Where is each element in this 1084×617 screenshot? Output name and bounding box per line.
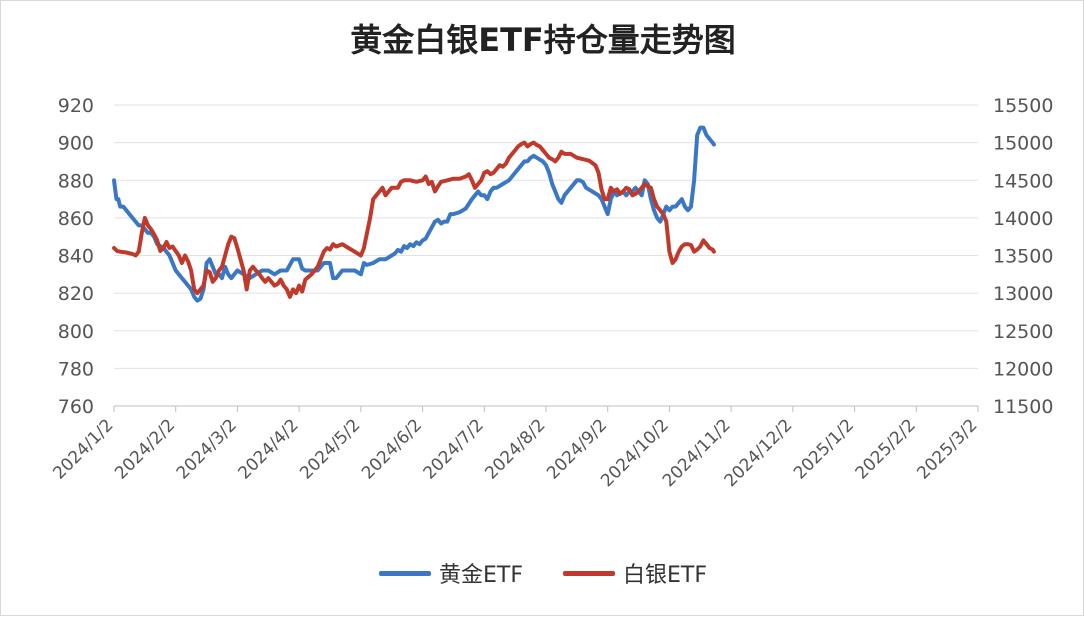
legend-label-silver: 白银ETF xyxy=(623,563,707,588)
chart-title: 黄金白银ETF持仓量走势图 xyxy=(350,21,736,59)
y-axis-right: 11500 12000 12500 13000 13500 14000 14500 15000… xyxy=(993,95,1053,418)
y-left-tick-label: 880 xyxy=(58,170,94,192)
x-tick-label: 2025/2/2 xyxy=(852,415,920,483)
y-right-tick-label: 14000 xyxy=(993,208,1053,230)
y-left-tick-label: 820 xyxy=(58,283,94,305)
series-lines xyxy=(112,125,716,303)
x-tick-label: 2024/8/2 xyxy=(481,415,549,483)
x-tick-label: 2024/6/2 xyxy=(358,415,426,483)
y-left-tick-label: 840 xyxy=(58,246,94,268)
legend-swatch-silver xyxy=(563,570,615,576)
y-right-tick-label: 14500 xyxy=(993,170,1053,192)
y-right-tick-label: 15500 xyxy=(993,95,1053,117)
x-tick-label: 2025/1/2 xyxy=(790,415,858,483)
y-right-tick-label: 13000 xyxy=(993,283,1053,305)
y-right-tick-label: 15000 xyxy=(993,133,1053,155)
y-left-tick-label: 920 xyxy=(58,95,94,117)
x-tick-label: 2024/3/2 xyxy=(173,415,241,483)
x-tick-label: 2024/12/2 xyxy=(721,415,797,491)
x-axis: 2024/1/22024/2/22024/3/22024/4/22024/5/2… xyxy=(49,406,982,491)
x-tick-label: 2024/7/2 xyxy=(420,415,488,483)
legend: 黄金ETF 白银ETF xyxy=(1,557,1084,589)
x-tick-label: 2024/5/2 xyxy=(296,415,364,483)
y-left-tick-label: 800 xyxy=(58,321,94,343)
x-tick-label: 2024/2/2 xyxy=(111,415,179,483)
y-left-tick-label: 780 xyxy=(58,358,94,380)
y-right-tick-label: 13500 xyxy=(993,246,1053,268)
grid xyxy=(114,104,978,407)
x-tick-label: 2025/3/2 xyxy=(913,415,981,483)
legend-swatch-gold xyxy=(379,570,431,576)
legend-item-gold[interactable]: 黄金ETF xyxy=(379,557,523,589)
series-line-silver xyxy=(112,140,716,299)
y-right-tick-label: 12000 xyxy=(993,358,1053,380)
legend-item-silver[interactable]: 白银ETF xyxy=(563,557,707,589)
y-left-tick-label: 900 xyxy=(58,133,94,155)
y-right-tick-label: 12500 xyxy=(993,321,1053,343)
x-tick-label: 2024/4/2 xyxy=(235,415,303,483)
y-left-tick-label: 860 xyxy=(58,208,94,230)
y-left-tick-label: 760 xyxy=(58,396,94,418)
y-right-tick-label: 11500 xyxy=(993,396,1053,418)
x-tick-label: 2024/1/2 xyxy=(49,415,117,483)
y-axis-left: 760 780 800 820 840 860 880 900 920 xyxy=(58,95,94,418)
legend-label-gold: 黄金ETF xyxy=(439,563,523,588)
